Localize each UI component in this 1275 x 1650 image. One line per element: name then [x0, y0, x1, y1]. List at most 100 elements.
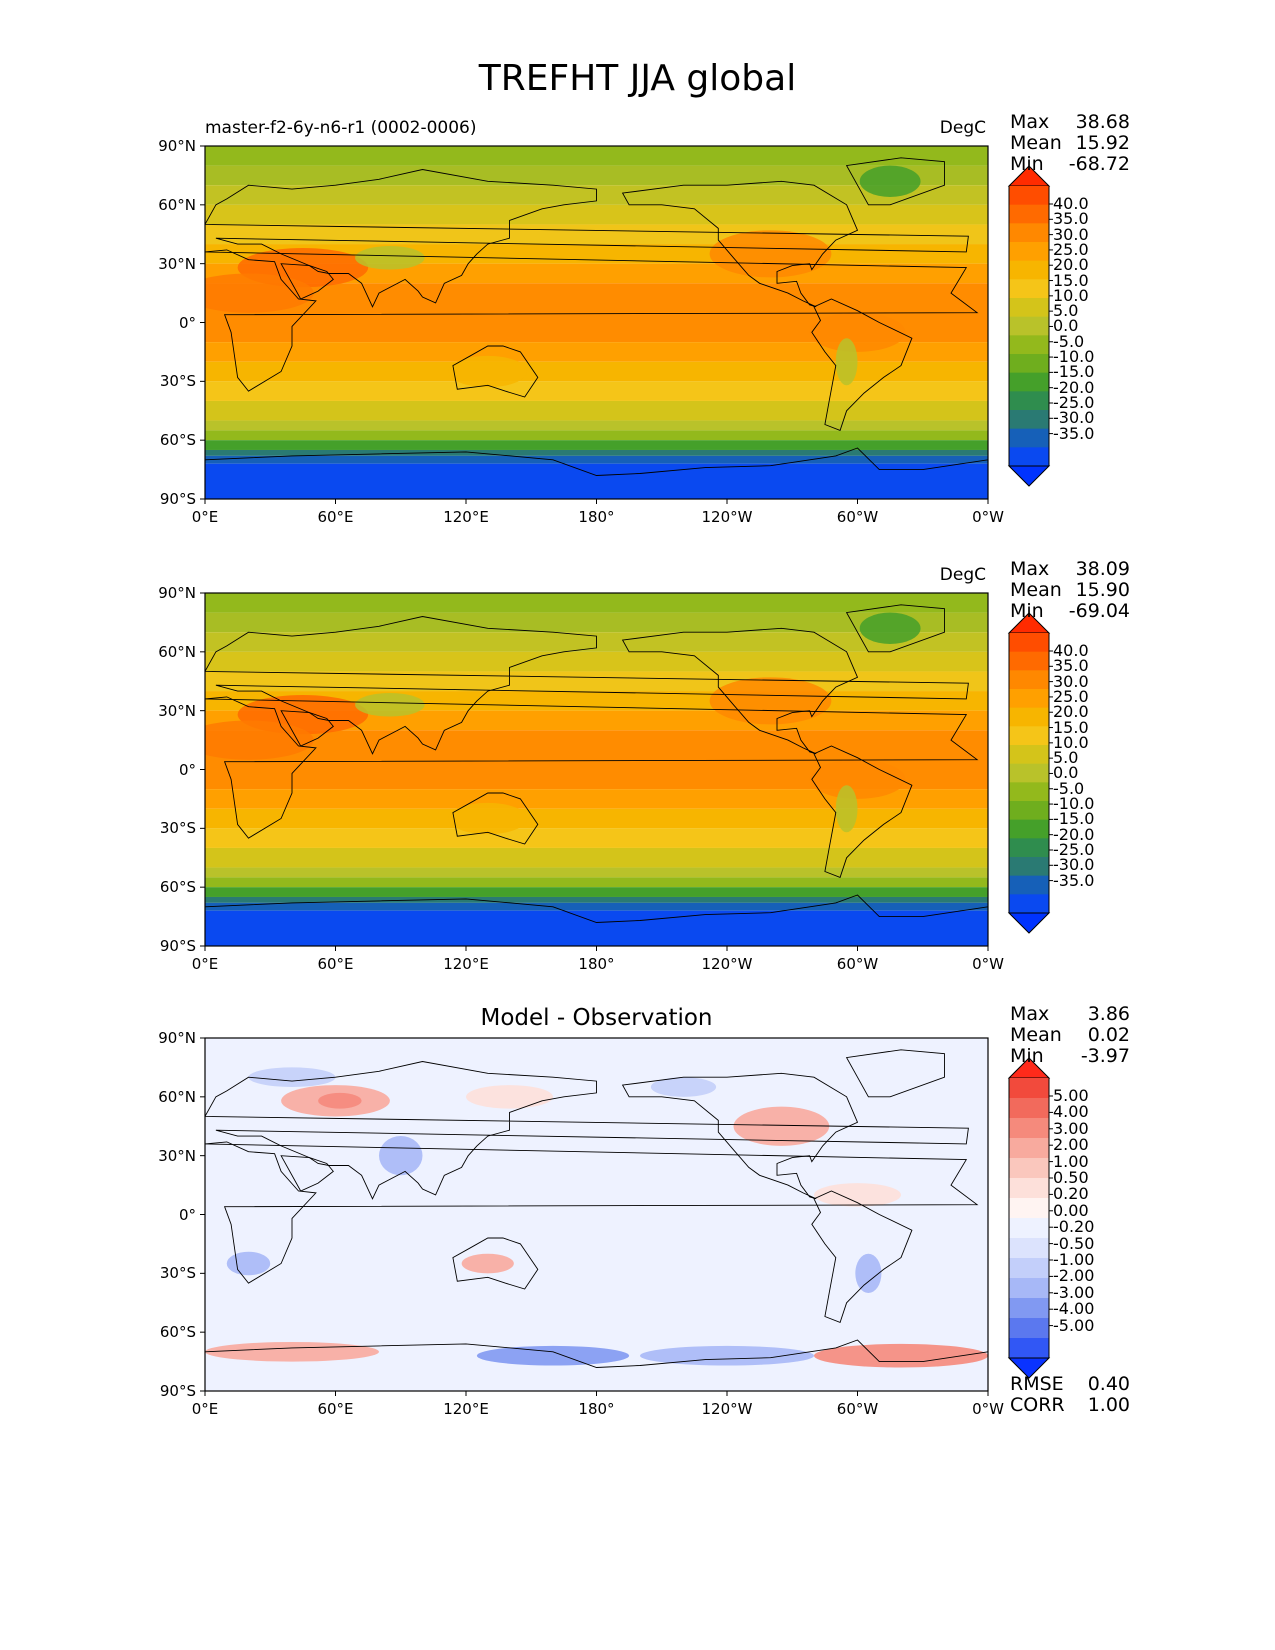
coastline	[452, 792, 539, 845]
colorbar-segment	[1009, 707, 1049, 727]
stat-label-min: Min	[1010, 1045, 1044, 1067]
stat-value-max: 38.68	[1075, 111, 1130, 133]
units-label: DegC	[939, 118, 986, 138]
stat-label-max: Max	[1010, 558, 1050, 580]
colorbar-tick-label: -5.0	[1053, 331, 1085, 351]
colorbar-tick-label: 40.0	[1053, 641, 1089, 660]
colorbar-segment	[1009, 726, 1049, 746]
colorbar-tick-label: -5.00	[1053, 1315, 1095, 1335]
colorbar-segment	[1009, 763, 1049, 783]
colorbar	[1007, 1057, 1053, 1379]
coastline	[205, 1339, 988, 1368]
coastline	[845, 157, 945, 206]
colorbar-tick-label: 25.0	[1053, 239, 1089, 259]
stat-value-mean: 15.92	[1075, 132, 1130, 154]
x-tick-label: 120°W	[701, 955, 753, 973]
panel-title: Model - Observation	[480, 1005, 713, 1031]
colorbar-tick-label: 2.00	[1053, 1135, 1089, 1155]
coastline	[205, 447, 988, 476]
stat-label-max: Max	[1010, 1003, 1050, 1025]
x-tick-label: 60°W	[836, 955, 879, 973]
x-tick-label: 120°W	[701, 508, 753, 526]
colorbar-tick-label: 5.0	[1053, 748, 1079, 768]
coastline	[205, 1141, 979, 1284]
metric-value: 0.40	[1087, 1373, 1130, 1395]
y-tick-label: 60°S	[159, 878, 196, 897]
colorbar-tick-label: -2.00	[1053, 1266, 1095, 1286]
colorbar-tick-label: 5.00	[1053, 1086, 1089, 1105]
colorbar-tick-label: 3.00	[1053, 1118, 1089, 1138]
y-tick-label: 30°N	[158, 701, 196, 720]
colorbar-segment	[1009, 782, 1049, 802]
x-tick-label: 60°W	[836, 1400, 879, 1418]
stat-value-min: -69.04	[1068, 600, 1130, 622]
figure-title: TREFHT JJA global	[478, 58, 797, 99]
stat-label-min: Min	[1010, 153, 1044, 175]
metric-label: CORR	[1010, 1394, 1065, 1416]
colorbar-tick-label: -4.00	[1053, 1299, 1095, 1319]
colorbar-tick-label: 35.0	[1053, 656, 1089, 676]
colorbar-segment	[1009, 1178, 1049, 1199]
stat-label-max: Max	[1010, 111, 1050, 133]
colorbar-tick-label: -10.0	[1053, 794, 1095, 814]
stat-value-max: 38.09	[1075, 558, 1130, 580]
x-tick-label: 180°	[578, 955, 615, 973]
colorbar-tick-label: -35.0	[1053, 423, 1095, 443]
map-field	[205, 593, 988, 946]
colorbar-segment	[1009, 689, 1049, 709]
x-tick-label: 180°	[578, 508, 615, 526]
x-tick-label: 120°E	[443, 1400, 489, 1418]
x-tick-label: 0°W	[972, 508, 1004, 526]
colorbar-segment	[1009, 447, 1049, 467]
colorbar-segment	[1009, 857, 1049, 877]
colorbar-segment	[1009, 186, 1049, 206]
coastline	[845, 604, 945, 653]
colorbar-segment	[1009, 410, 1049, 430]
y-tick-label: 90°S	[159, 490, 196, 508]
stat-value-min: -3.97	[1080, 1045, 1130, 1067]
colorbar-tick-label: 5.0	[1053, 301, 1079, 321]
x-tick-label: 0°W	[972, 1400, 1004, 1418]
colorbar-tick-label: -15.0	[1053, 809, 1095, 829]
y-tick-label: 0°	[178, 313, 196, 332]
metric-label: RMSE	[1010, 1373, 1064, 1395]
colorbar	[1007, 612, 1053, 934]
units-label: DegC	[939, 565, 986, 585]
colorbar-tick-label: 4.00	[1053, 1102, 1089, 1122]
colorbar-segment	[1009, 1278, 1049, 1299]
x-tick-label: 0°E	[191, 508, 219, 526]
colorbar-segment	[1009, 1118, 1049, 1139]
colorbar-segment	[1009, 372, 1049, 392]
y-tick-label: 60°N	[158, 642, 196, 661]
panel-name: master-f2-6y-n6-r1 (0002-0006)	[205, 118, 477, 138]
colorbar-tick-label: 1.00	[1053, 1151, 1089, 1171]
x-tick-label: 60°W	[836, 508, 879, 526]
y-tick-label: 60°S	[159, 431, 196, 450]
colorbar-segment	[1009, 1298, 1049, 1319]
stat-value-mean: 0.02	[1087, 1024, 1130, 1046]
map-field	[205, 146, 988, 499]
panel-difference: 0°E 60°E 120°E 180° 120°W 60°W 0°W 90°N 60°N 30°N…	[0, 1003, 1275, 1445]
x-tick-label: 0°W	[972, 955, 1004, 973]
coastline	[452, 1237, 539, 1290]
y-tick-label: 90°S	[159, 1382, 196, 1400]
colorbar-segment	[1009, 260, 1049, 280]
metric-value: 1.00	[1087, 1394, 1130, 1416]
y-tick-label: 30°S	[159, 372, 196, 391]
colorbar-tick-label: 0.00	[1053, 1200, 1089, 1220]
colorbar-tick-label: 15.0	[1053, 270, 1089, 290]
coastline	[205, 894, 988, 923]
colorbar-tick-label: 0.20	[1053, 1184, 1089, 1204]
colorbar-segment	[1009, 335, 1049, 355]
coastline	[205, 249, 979, 392]
colorbar-tick-label: 0.50	[1053, 1168, 1089, 1187]
colorbar-tick-label: -20.0	[1053, 377, 1095, 397]
colorbar-segment	[1009, 428, 1049, 448]
x-tick-label: 0°E	[191, 955, 219, 973]
colorbar-segment	[1009, 223, 1049, 243]
x-tick-label: 120°E	[443, 955, 489, 973]
coastline	[205, 169, 969, 308]
coastline	[205, 1061, 969, 1200]
panel-observation: 0°E 60°E 120°E 180° 120°W 60°W 0°W 90°N 60°N 30°N…	[0, 558, 1275, 1000]
x-tick-label: 60°E	[317, 508, 354, 526]
